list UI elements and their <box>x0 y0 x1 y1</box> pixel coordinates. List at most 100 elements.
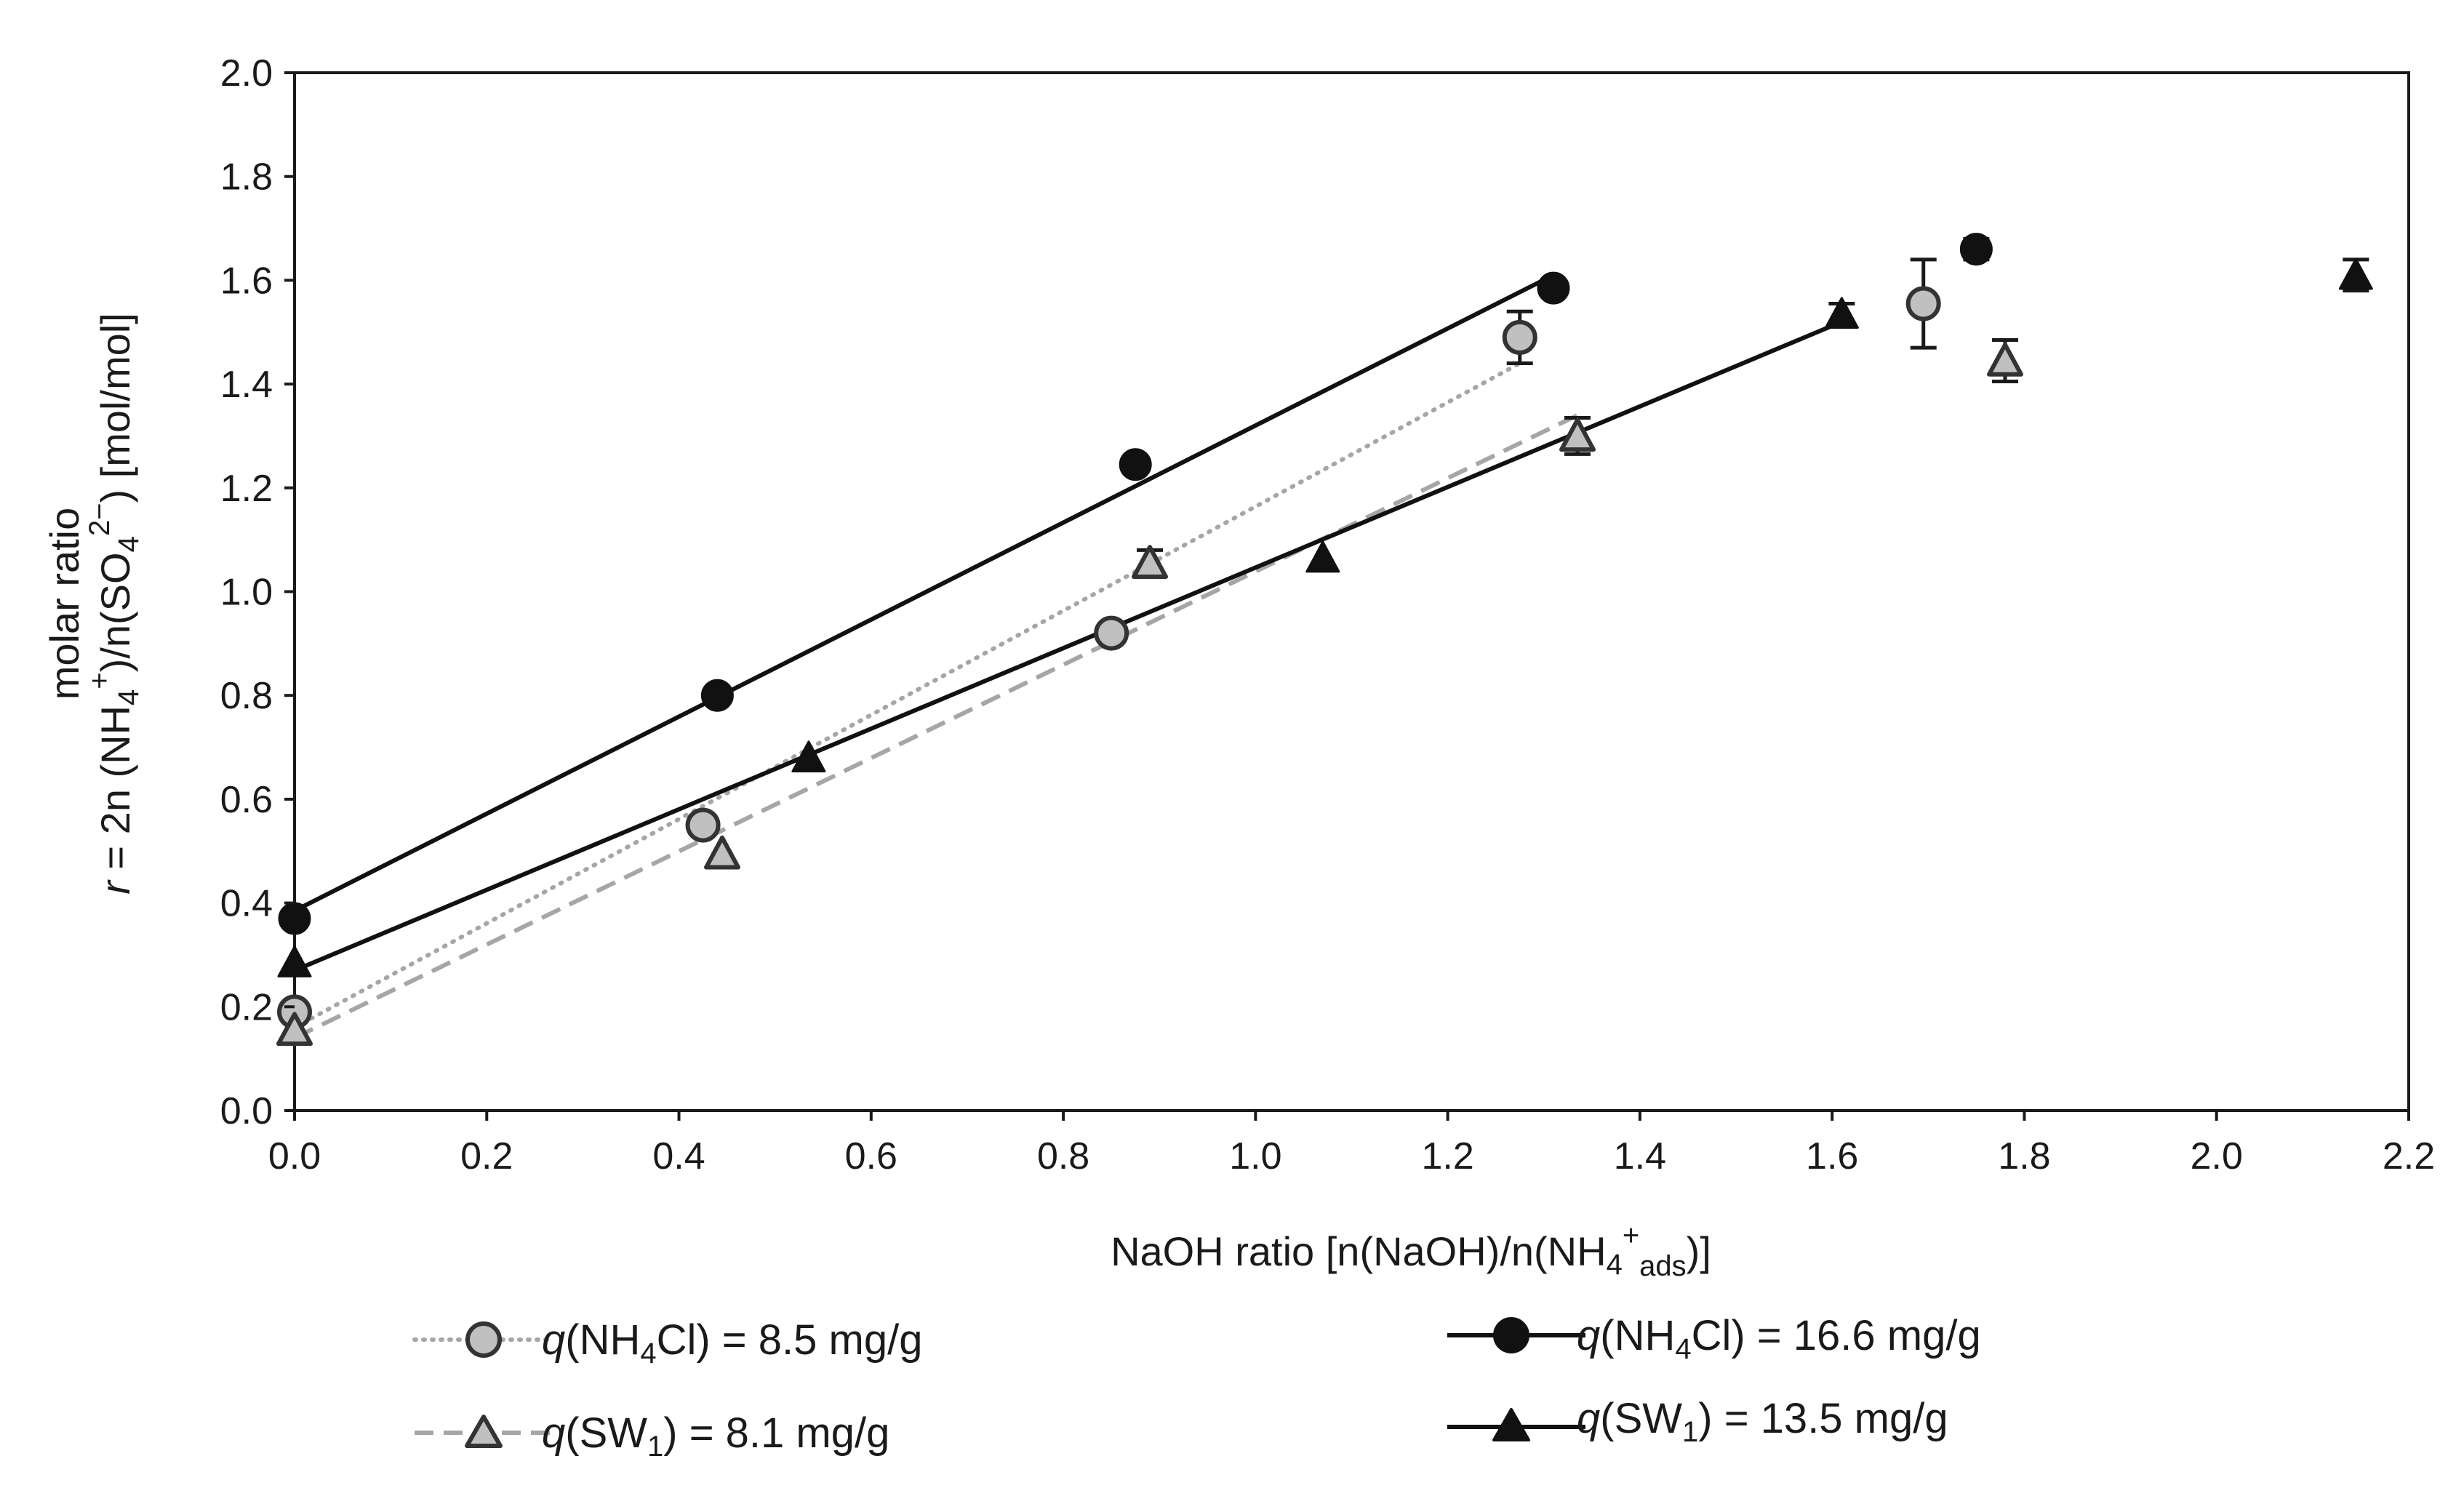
legend-open-3: (NH <box>1600 1312 1675 1359</box>
x-tick-label: 1.4 <box>1614 1135 1666 1177</box>
x-title-sub-4: 4 <box>1607 1249 1623 1281</box>
point-sw1-13-5-3 <box>1824 297 1859 329</box>
point-nh4cl-16-6-3 <box>1537 271 1570 305</box>
y-tick-label: 0.8 <box>220 675 273 717</box>
point-nh4cl-8-5-3 <box>1502 319 1537 355</box>
legend-marker-filled-circle-icon <box>1493 1317 1529 1353</box>
legend-sub-1: 4 <box>640 1337 656 1369</box>
y-tick-label: 0.2 <box>220 986 273 1028</box>
plot-frame <box>293 71 2410 1112</box>
x-tick-label: 0.8 <box>1037 1135 1089 1177</box>
x-title-sub-ads: ads <box>1639 1250 1687 1282</box>
y-tick-label: 0.4 <box>220 883 273 925</box>
legend-open-4: (SW <box>1600 1395 1682 1442</box>
legend-marker-filled-triangle-icon <box>1492 1408 1530 1441</box>
point-sw1-8-1-2 <box>1132 545 1169 579</box>
error-bars <box>1137 236 2369 578</box>
fit-line-sw1-13-5 <box>293 319 1843 973</box>
y-title-line1: molar ratio <box>41 508 87 700</box>
legend-label-nh4cl-16-6: q(NH4Cl) = 16.6 mg/g <box>1577 1312 1981 1365</box>
y-title-part-2: = 2n (NH <box>92 705 138 881</box>
point-sw1-13-5-2 <box>1305 540 1340 573</box>
y-tick-label: 1.0 <box>220 572 273 614</box>
y-title-part-4: )/n(SO <box>92 552 138 672</box>
legend-label-sw1-13-5: q(SW1) = 13.5 mg/g <box>1577 1395 1948 1448</box>
point-nh4cl-16-6-0 <box>278 902 311 935</box>
point-sw1-8-1-1 <box>704 835 741 870</box>
x-tick-label: 2.0 <box>2191 1135 2243 1177</box>
legend-rest-1: Cl) = 8.5 mg/g <box>657 1316 923 1364</box>
point-sw1-8-1-4 <box>1987 342 2024 377</box>
legend-sub-4: 1 <box>1682 1416 1698 1448</box>
legend-q-4: q <box>1577 1395 1600 1442</box>
point-nh4cl-8-5-1 <box>685 807 721 843</box>
legend-marker-triangle-icon <box>465 1415 503 1448</box>
legend-item-sw1-8-1: q(SW1) = 8.1 mg/g <box>415 1409 889 1463</box>
point-nh4cl-16-6-4 <box>1959 233 1993 266</box>
legend-item-nh4cl-16-6: q(NH4Cl) = 16.6 mg/g <box>1447 1312 1981 1365</box>
x-tick-label: 0.0 <box>268 1135 321 1177</box>
legend-marker-circle-icon <box>465 1321 502 1358</box>
legend-open-1: (NH <box>565 1316 640 1364</box>
x-tick-label: 1.8 <box>1998 1135 2050 1177</box>
fit-line-nh4cl-8-5 <box>292 361 1522 1030</box>
legend-sub-2: 1 <box>647 1431 663 1463</box>
y-title-line2: r = 2n (NH4+)/n(SO42−) [mol/mol] <box>84 313 145 895</box>
x-tick-label: 1.6 <box>1806 1135 1858 1177</box>
y-title-sub-4b: 4 <box>113 536 145 552</box>
x-tick-label: 0.2 <box>460 1135 513 1177</box>
plot-area <box>293 71 2410 1112</box>
x-title-part-end: )] <box>1687 1228 1711 1274</box>
legend-rest-3: Cl) = 16.6 mg/g <box>1692 1312 1981 1359</box>
legend-item-sw1-13-5: q(SW1) = 13.5 mg/g <box>1447 1395 1948 1448</box>
y-title-sub-4a: 4 <box>113 689 145 705</box>
point-nh4cl-16-6-1 <box>700 679 734 712</box>
legend-rest-2: ) = 8.1 mg/g <box>663 1409 889 1457</box>
point-nh4cl-8-5-4 <box>1905 286 1941 321</box>
point-nh4cl-16-6-2 <box>1119 448 1152 481</box>
point-sw1-13-5-0 <box>277 945 312 977</box>
x-tick-label: 1.2 <box>1421 1135 1473 1177</box>
point-sw1-13-5-4 <box>2338 257 2373 290</box>
y-tick-label: 2.0 <box>220 52 273 95</box>
y-axis-ticks: 0.0 0.2 0.4 0.6 0.8 1.0 1.2 1.4 1.6 1.8 2.0 <box>220 52 295 1132</box>
x-title-part-1: NaOH ratio [n(NaOH)/n(NH <box>1111 1228 1606 1274</box>
y-tick-label: 0.6 <box>220 779 273 821</box>
y-axis-title: molar ratio r = 2n (NH4+)/n(SO42−) [mol/… <box>41 313 145 895</box>
x-tick-label: 1.0 <box>1229 1135 1281 1177</box>
point-sw1-13-5-1 <box>791 740 826 773</box>
x-tick-label: 0.4 <box>652 1135 705 1177</box>
legend: q(NH4Cl) = 8.5 mg/g q(SW1) = 8.1 mg/g q(… <box>412 1312 1981 1463</box>
x-axis-ticks: 0.0 0.2 0.4 0.6 0.8 1.0 1.2 1.4 1.6 1.8 2.0 2.2 <box>268 1111 2435 1177</box>
legend-label-sw1-8-1: q(SW1) = 8.1 mg/g <box>542 1409 889 1463</box>
legend-rest-4: ) = 13.5 mg/g <box>1698 1395 1948 1442</box>
y-title-part-end: ) [mol/mol] <box>92 313 138 503</box>
y-tick-label: 1.8 <box>220 156 273 199</box>
legend-label-nh4cl-8-5: q(NH4Cl) = 8.5 mg/g <box>542 1316 922 1369</box>
legend-item-nh4cl-8-5: q(NH4Cl) = 8.5 mg/g <box>412 1316 922 1369</box>
x-tick-label: 2.2 <box>2383 1135 2435 1177</box>
point-sw1-8-1-0 <box>276 1012 313 1047</box>
legend-q-1: q <box>542 1316 565 1364</box>
y-title-r: r <box>92 879 138 895</box>
legend-open-2: (SW <box>565 1409 647 1457</box>
y-tick-label: 1.4 <box>220 364 273 406</box>
legend-q-3: q <box>1577 1312 1600 1359</box>
y-tick-label: 1.6 <box>220 260 273 302</box>
legend-q-2: q <box>542 1409 565 1457</box>
y-tick-label: 1.2 <box>220 468 273 510</box>
x-title-sup-plus: + <box>1623 1220 1639 1252</box>
y-title-sup-2minus: 2− <box>84 503 116 537</box>
fit-line-nh4cl-16-6 <box>293 273 1555 913</box>
legend-sub-3: 4 <box>1675 1333 1691 1365</box>
point-sw1-8-1-3 <box>1559 417 1596 452</box>
markers <box>276 233 2373 1047</box>
x-axis-title: NaOH ratio [n(NaOH)/n(NH4+ads)] <box>1111 1220 1711 1282</box>
x-tick-label: 0.6 <box>845 1135 897 1177</box>
y-title-sup-plus: + <box>84 672 116 689</box>
fit-lines <box>292 273 1843 1040</box>
y-tick-label: 0.0 <box>220 1090 273 1132</box>
fit-line-sw1-8-1 <box>293 413 1579 1040</box>
point-nh4cl-8-5-2 <box>1094 615 1129 651</box>
